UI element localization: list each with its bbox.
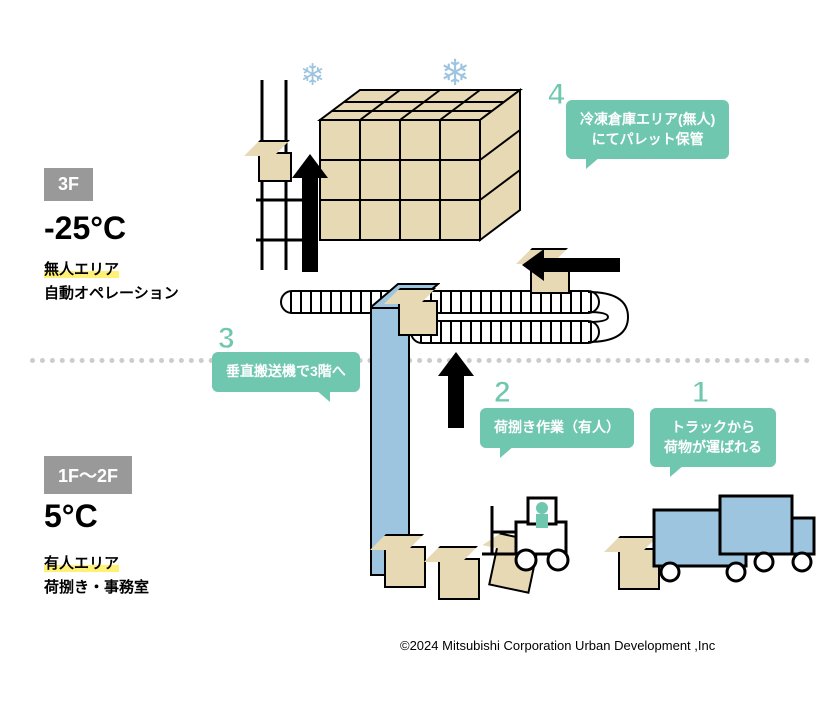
area-12f: 有人エリア 荷捌き・事務室 — [44, 552, 149, 600]
callout-step3: 垂直搬送機で3階へ — [212, 352, 360, 392]
area-12f-line1: 有人エリア — [44, 555, 119, 572]
temp-3f: -25°C — [44, 210, 126, 247]
callout-step1: トラックから 荷物が運ばれる — [650, 408, 776, 467]
box-icon — [384, 546, 426, 588]
copyright-text: ©2024 Mitsubishi Corporation Urban Devel… — [400, 638, 715, 653]
diagram-canvas: 3F -25°C 無人エリア 自動オペレーション 1F〜2F 5°C 有人エリア… — [0, 0, 840, 709]
step-number-3: 3 — [218, 322, 235, 356]
step-number-1: 1 — [692, 376, 709, 410]
area-12f-line2: 荷捌き・事務室 — [44, 579, 149, 596]
floor-tag-12f: 1F〜2F — [44, 456, 132, 494]
arrow-up-icon — [302, 172, 318, 272]
conveyor-curve — [588, 290, 638, 344]
area-3f-line2: 自動オペレーション — [44, 285, 179, 302]
arrow-up-icon — [448, 370, 464, 428]
warehouse-storage — [300, 80, 560, 280]
truck-icon — [650, 488, 820, 598]
step-number-2: 2 — [494, 376, 511, 410]
forklift-icon — [478, 488, 588, 578]
box-icon — [258, 152, 292, 182]
callout-step4: 冷凍倉庫エリア(無人) にてパレット保管 — [566, 100, 729, 159]
area-3f: 無人エリア 自動オペレーション — [44, 258, 179, 306]
callout-step2: 荷捌き作業（有人） — [480, 408, 634, 448]
step-number-4: 4 — [548, 78, 565, 112]
arrow-left-icon — [540, 258, 620, 272]
floor-tag-3f: 3F — [44, 168, 93, 201]
conveyor — [410, 320, 600, 344]
box-icon — [438, 558, 480, 600]
box-icon — [398, 300, 438, 336]
area-3f-line1: 無人エリア — [44, 261, 119, 278]
temp-12f: 5°C — [44, 498, 98, 535]
floor-divider — [30, 358, 810, 363]
